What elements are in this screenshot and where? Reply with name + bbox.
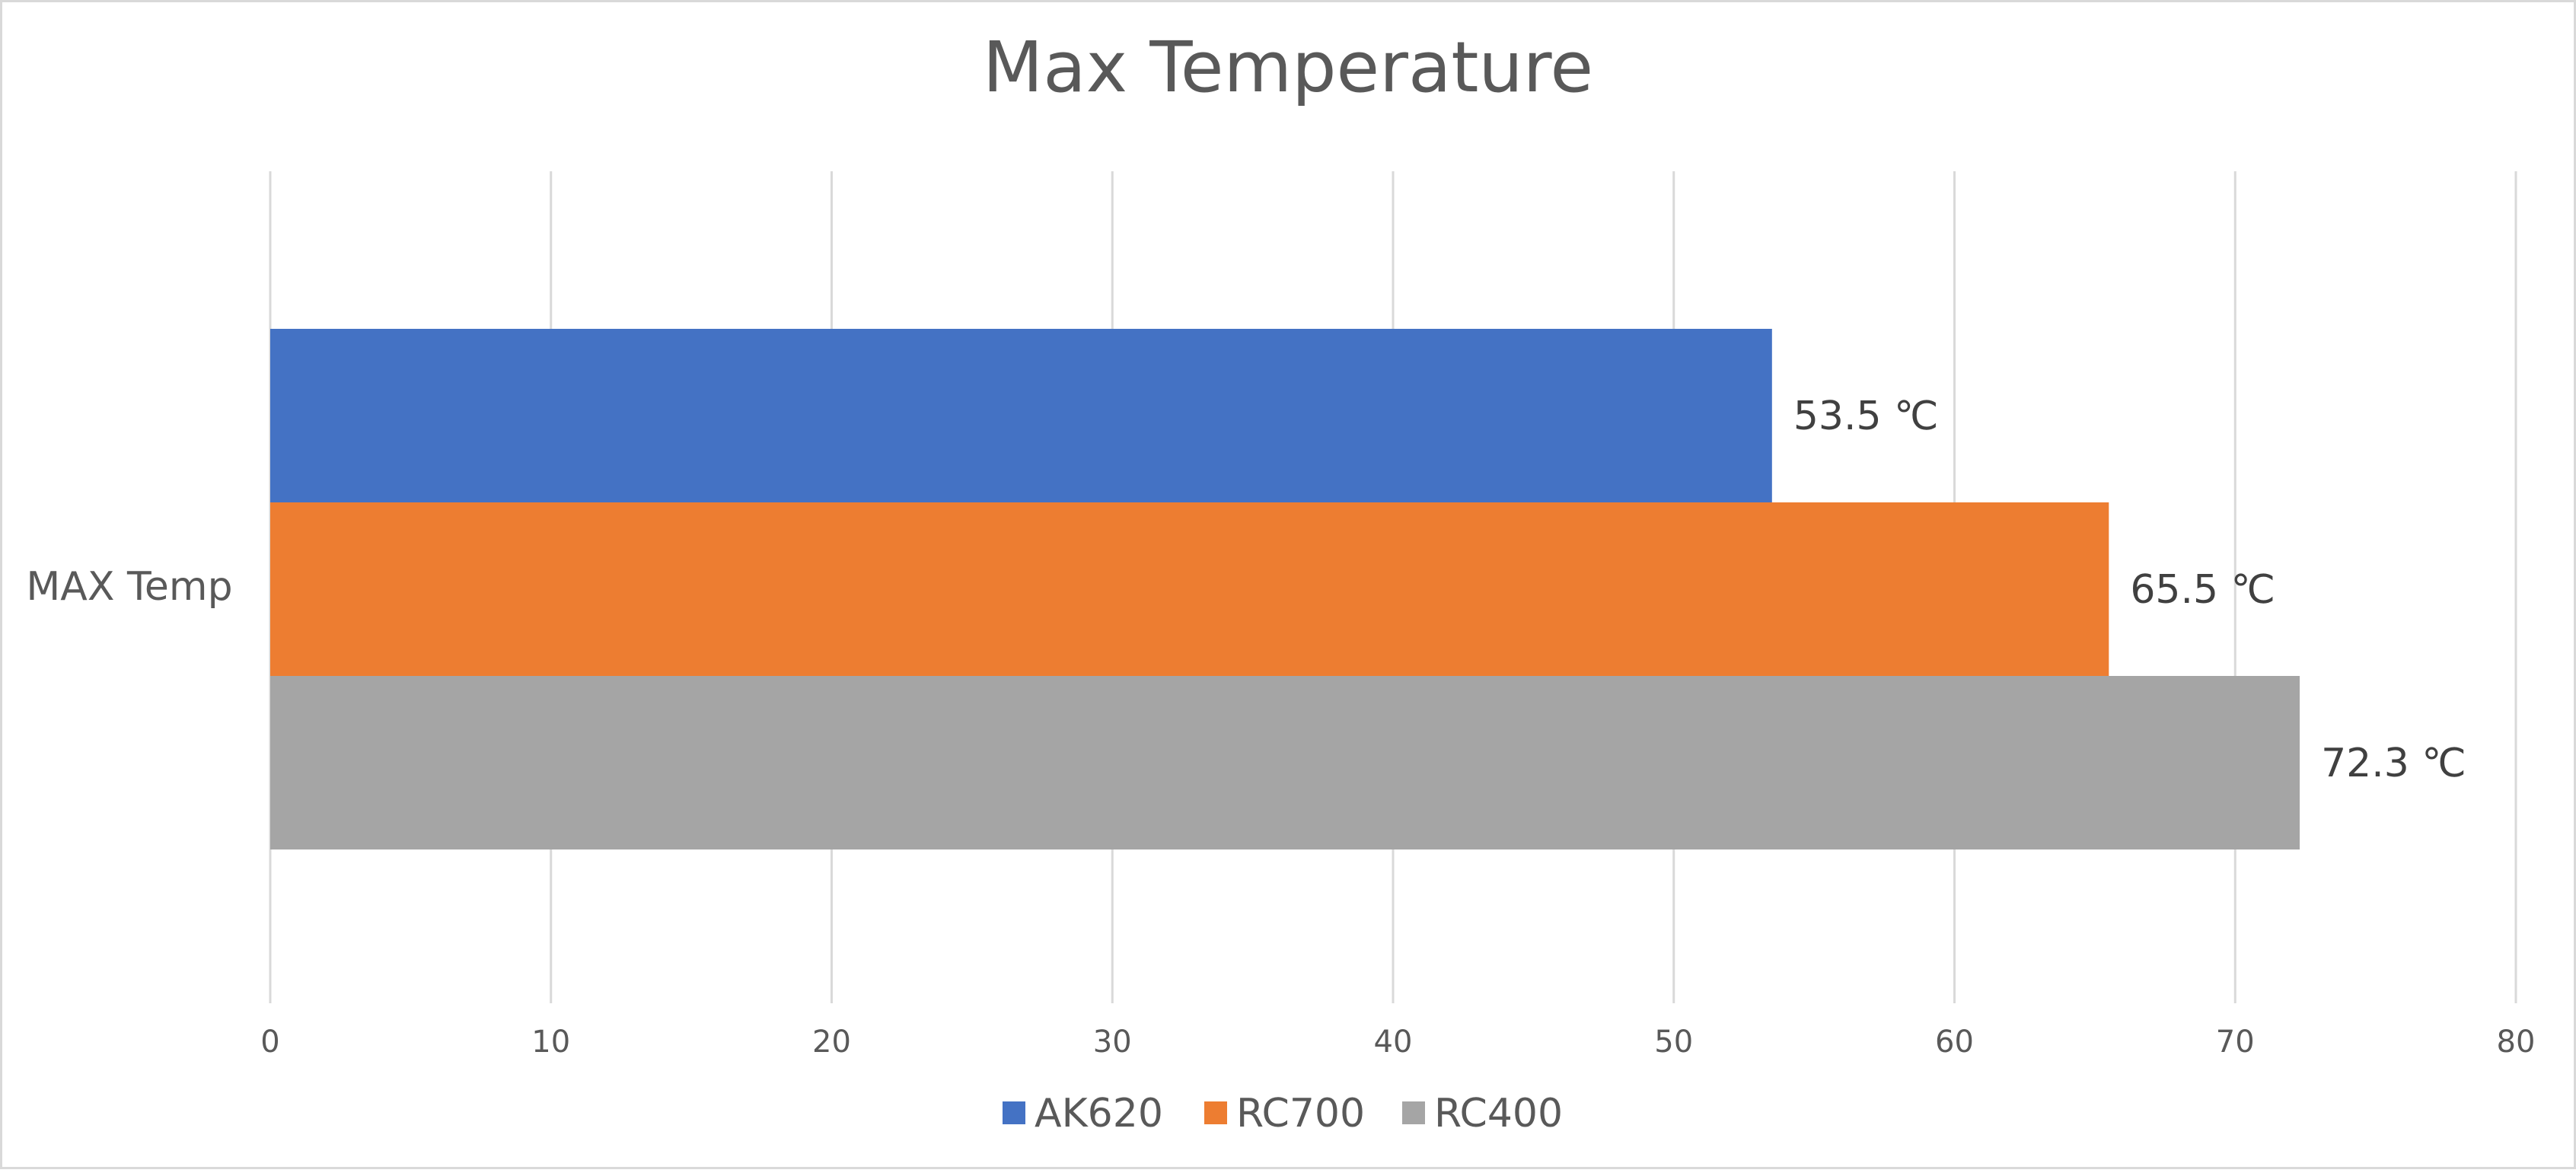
x-tick-label: 20 xyxy=(812,1025,851,1060)
legend-label-ak620: AK620 xyxy=(1035,1091,1163,1136)
x-tick-label: 60 xyxy=(1935,1025,1974,1060)
legend: AK620 RC700 RC400 xyxy=(1003,1091,1563,1136)
bar-ak620 xyxy=(270,329,1772,502)
bar-rc400 xyxy=(270,676,2300,849)
legend-swatch-ak620 xyxy=(1003,1101,1025,1124)
x-tick-label: 70 xyxy=(2216,1025,2255,1060)
x-tick-label: 10 xyxy=(531,1025,570,1060)
legend-swatch-rc700 xyxy=(1204,1101,1227,1124)
data-label-rc400: 72.3 ℃ xyxy=(2321,741,2466,786)
category-label: MAX Temp xyxy=(26,564,232,610)
legend-label-rc700: RC700 xyxy=(1236,1091,1365,1136)
bars xyxy=(270,329,2300,849)
x-tick-label: 0 xyxy=(260,1025,279,1060)
x-tick-label: 40 xyxy=(1374,1025,1413,1060)
data-label-ak620: 53.5 ℃ xyxy=(1793,394,1939,439)
x-tick-label: 80 xyxy=(2497,1025,2536,1060)
data-labels: 53.5 ℃ 65.5 ℃ 72.3 ℃ xyxy=(1793,394,2466,786)
x-tick-label: 50 xyxy=(1654,1025,1693,1060)
x-tick-label: 30 xyxy=(1093,1025,1132,1060)
x-axis-ticks: 0 10 20 30 40 50 60 70 80 xyxy=(260,1025,2535,1060)
chart-title: Max Temperature xyxy=(983,27,1593,108)
bar-rc700 xyxy=(270,502,2109,676)
legend-swatch-rc400 xyxy=(1402,1101,1425,1124)
legend-label-rc400: RC400 xyxy=(1434,1091,1563,1136)
data-label-rc700: 65.5 ℃ xyxy=(2130,567,2275,613)
